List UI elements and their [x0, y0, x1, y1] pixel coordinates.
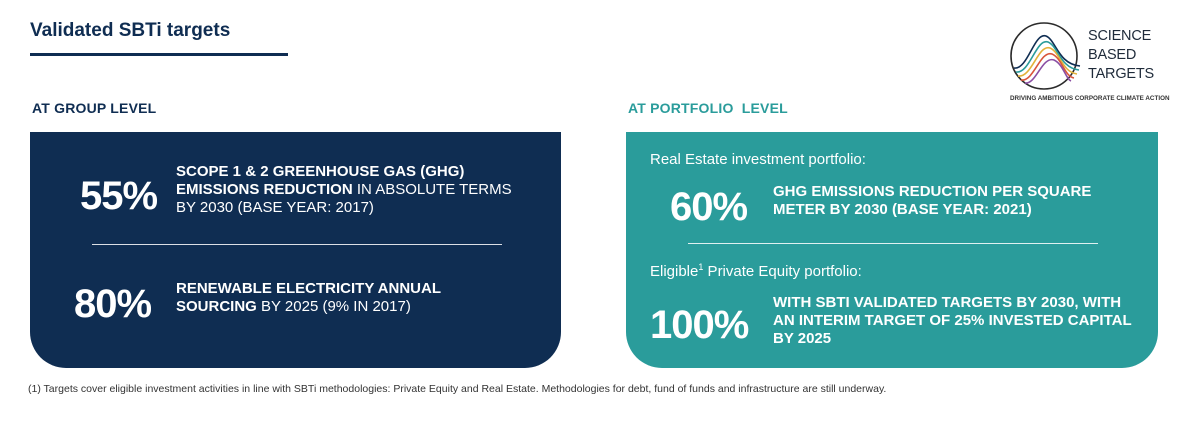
- real-estate-label: Real Estate investment portfolio:: [650, 151, 866, 168]
- page-title: Validated SBTi targets: [30, 20, 231, 41]
- real-estate-description: GHG EMISSIONS REDUCTION PER SQUARE METER…: [773, 183, 1092, 218]
- group-target-1-bold: SCOPE 1 & 2 GREENHOUSE GAS (GHG) EMISSIO…: [176, 163, 465, 198]
- title-underline: [30, 53, 288, 56]
- group-target-2-rest: BY 2025 (9% IN 2017): [256, 298, 411, 315]
- private-equity-label-pre: Eligible: [650, 263, 699, 280]
- footnote-marker: 1: [698, 262, 704, 272]
- portfolio-targets-panel: Real Estate investment portfolio: 60% GH…: [626, 132, 1158, 368]
- logo-word-targets: TARGETS: [1088, 66, 1155, 82]
- group-target-1-rest: IN ABSOLUTE TERMS BY 2030 (BASE YEAR: 20…: [176, 181, 512, 216]
- group-target-2-value: 80%: [74, 282, 152, 326]
- portfolio-level-heading: AT PORTFOLIO LEVEL: [628, 100, 788, 116]
- logo-tagline: DRIVING AMBITIOUS CORPORATE CLIMATE ACTI…: [1010, 95, 1170, 102]
- portfolio-divider: [688, 243, 1098, 244]
- group-divider: [92, 244, 502, 245]
- logo-word-science: SCIENCE: [1088, 28, 1152, 44]
- group-targets-panel: 55% SCOPE 1 & 2 GREENHOUSE GAS (GHG) EMI…: [30, 132, 561, 368]
- group-target-1-description: SCOPE 1 & 2 GREENHOUSE GAS (GHG) EMISSIO…: [176, 163, 516, 217]
- group-target-1-value: 55%: [80, 174, 158, 218]
- real-estate-value: 60%: [670, 185, 748, 229]
- private-equity-label-post: Private Equity portfolio:: [703, 263, 862, 280]
- footnote: (1) Targets cover eligible investment ac…: [28, 383, 887, 395]
- private-equity-value: 100%: [650, 303, 749, 347]
- private-equity-label: Eligible1 Private Equity portfolio:: [650, 262, 862, 280]
- group-target-2-description: RENEWABLE ELECTRICITY ANNUAL SOURCING BY…: [176, 280, 506, 316]
- logo-word-based: BASED: [1088, 47, 1137, 63]
- group-level-heading: AT GROUP LEVEL: [32, 100, 157, 116]
- private-equity-description: WITH SBTi VALIDATED TARGETS BY 2030, WIT…: [773, 294, 1132, 347]
- group-target-2-bold: RENEWABLE ELECTRICITY ANNUAL SOURCING: [176, 280, 441, 315]
- sbti-logo: SCIENCE BASED TARGETS DRIVING AMBITIOUS …: [1006, 18, 1178, 108]
- sbti-logo-mark-icon: [1010, 22, 1081, 90]
